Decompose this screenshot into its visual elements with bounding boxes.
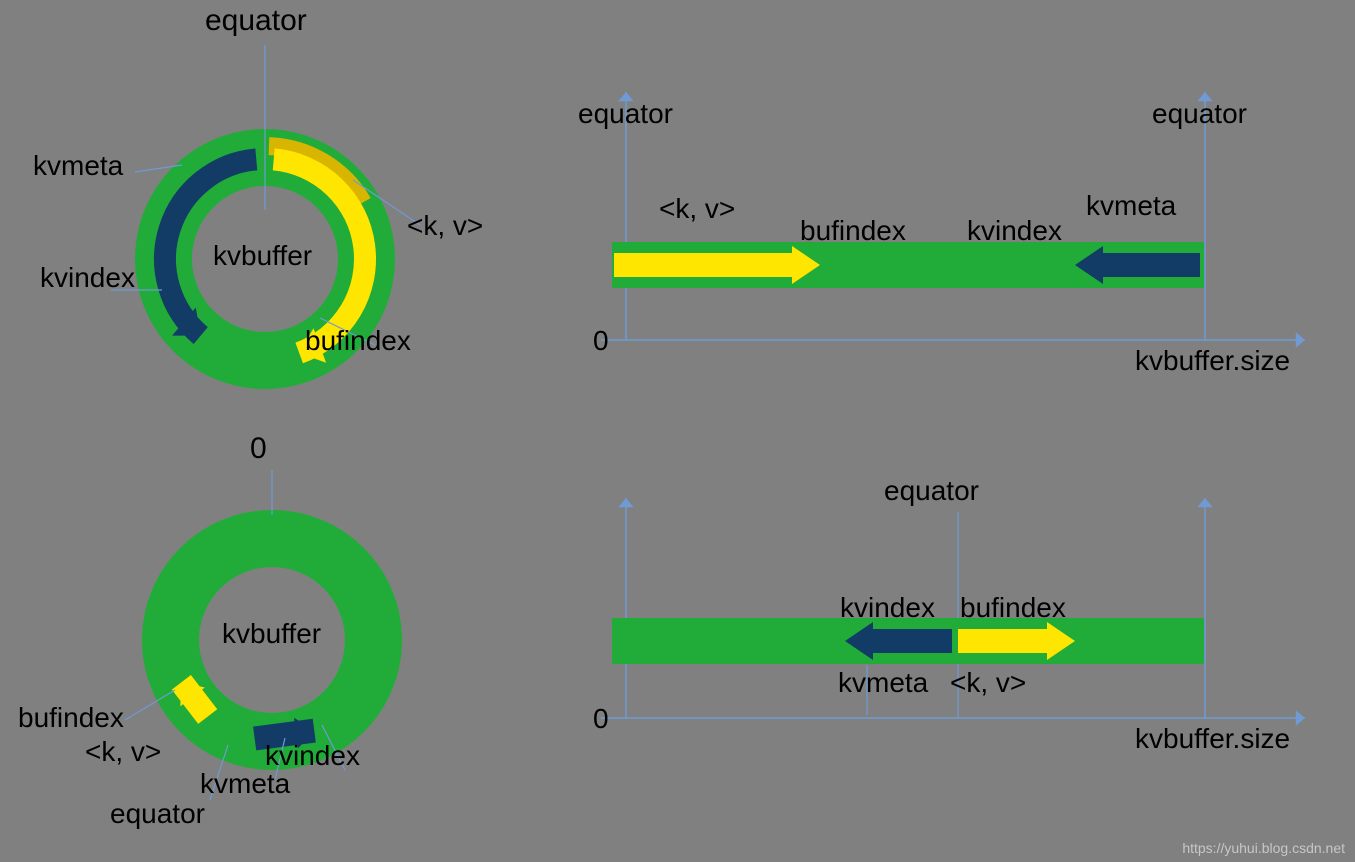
- kv-label: <k, v>: [407, 210, 483, 242]
- origin-label: 0: [593, 325, 609, 357]
- origin-label: 0: [593, 703, 609, 735]
- equator-label: equator: [110, 798, 205, 830]
- kvbuffer-label: kvbuffer: [222, 618, 321, 650]
- bufindex-label: bufindex: [960, 592, 1066, 624]
- kv-label: <k, v>: [85, 736, 161, 768]
- kvindex-label: kvindex: [840, 592, 935, 624]
- kvmeta-label: kvmeta: [200, 768, 290, 800]
- kvmeta-label: kvmeta: [33, 150, 123, 182]
- kvmeta-label: kvmeta: [1086, 190, 1176, 222]
- kv-label: <k, v>: [950, 667, 1026, 699]
- watermark-text: https://yuhui.blog.csdn.net: [1182, 840, 1345, 856]
- bufindex-label: bufindex: [18, 702, 124, 734]
- equator-label: equator: [205, 4, 307, 38]
- kvbuffer-label: kvbuffer: [213, 240, 312, 272]
- kv-label: <k, v>: [659, 193, 735, 225]
- equator-label: equator: [884, 475, 979, 507]
- zero-label: 0: [250, 432, 267, 466]
- equator-left-label: equator: [578, 98, 673, 130]
- bufindex-label: bufindex: [800, 215, 906, 247]
- bufindex-label: bufindex: [305, 325, 411, 357]
- kvmeta-label: kvmeta: [838, 667, 928, 699]
- kvindex-label: kvindex: [40, 262, 135, 294]
- x-axis-label: kvbuffer.size: [1135, 345, 1290, 377]
- kvindex-label: kvindex: [265, 740, 360, 772]
- kvindex-label: kvindex: [967, 215, 1062, 247]
- equator-right-label: equator: [1152, 98, 1247, 130]
- x-axis-label: kvbuffer.size: [1135, 723, 1290, 755]
